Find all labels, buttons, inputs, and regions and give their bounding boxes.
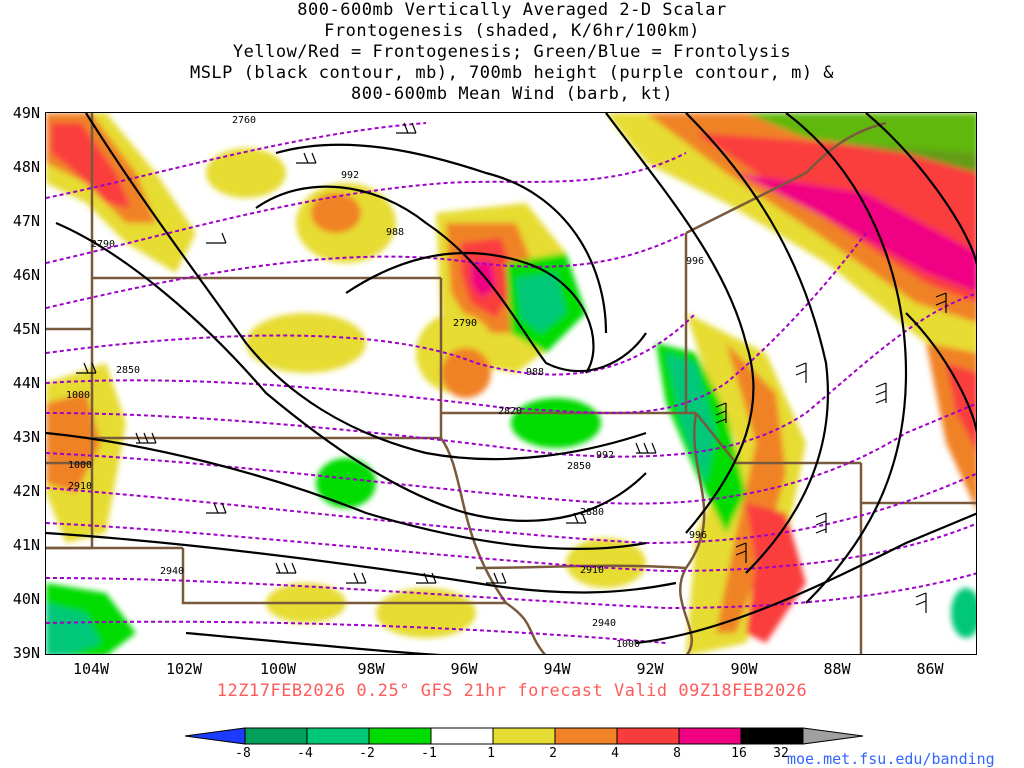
lon-label-100w: 100W [259,660,297,678]
mslp-contours [46,113,976,654]
mslp-label: 988 [526,367,544,378]
height-label: 2820 [498,406,522,417]
state-borders [46,113,976,654]
height-label: 2910 [580,565,604,576]
colorbar-label: -4 [297,746,313,761]
title-line-3: Yellow/Red = Frontogenesis; Green/Blue =… [232,42,792,62]
colorbar-swatch [554,727,618,745]
mslp-label: 1000 [66,390,90,401]
lat-label-40n: 40N [12,590,40,608]
colorbar-label: 8 [673,746,681,761]
height-label: 2910 [68,481,92,492]
height-label: 2940 [160,566,184,577]
title-line-4: MSLP (black contour, mb), 700mb height (… [189,63,835,83]
wind-barbs [76,122,947,613]
colorbar-swatch [244,727,308,745]
lat-label-48n: 48N [12,158,40,176]
height-label: 2790 [453,318,477,329]
colorbar-label: 16 [731,746,747,761]
lat-label-47n: 47N [12,212,40,230]
height-contours [46,122,976,644]
mslp-label: 1000 [68,460,92,471]
lon-label-88w: 88W [823,660,851,678]
colorbar-arrow-left [184,727,246,745]
colorbar-label: 32 [773,746,789,761]
credit-link[interactable]: moe.met.fsu.edu/banding [787,750,995,768]
height-label: 2880 [580,507,604,518]
colorbar-label: -8 [235,746,251,761]
title-line-2: Frontogenesis (shaded, K/6hr/100km) [324,21,700,41]
colorbar-swatch [678,727,742,745]
colorbar-swatch [492,727,556,745]
valid-time-line: 12Z17FEB2026 0.25° GFS 21hr forecast Val… [216,681,808,701]
lon-label-96w: 96W [450,660,478,678]
lon-label-104w: 104W [72,660,110,678]
height-label: 2850 [116,365,140,376]
lon-label-92w: 92W [636,660,664,678]
frontogenesis-shading [46,113,976,654]
colorbar-label: 4 [611,746,619,761]
title-line-5: 800-600mb Mean Wind (barb, kt) [350,84,674,104]
colorbar-label: -1 [421,746,437,761]
lat-label-43n: 43N [12,428,40,446]
colorbar-swatch [368,727,432,745]
colorbar [184,727,864,745]
height-label: 2940 [592,618,616,629]
height-label: 2760 [232,115,256,126]
mslp-label: 992 [341,170,359,181]
mslp-label: 996 [686,256,704,267]
colorbar-swatch [306,727,370,745]
map-canvas: 992 988 988 996 992 996 1000 1000 1000 2… [46,113,976,654]
colorbar-arrow-right [802,727,864,745]
lon-label-90w: 90W [730,660,758,678]
lat-label-45n: 45N [12,320,40,338]
colorbar-swatch [616,727,680,745]
lat-label-44n: 44N [12,374,40,392]
lon-label-94w: 94W [543,660,571,678]
map-panel: 992 988 988 996 992 996 1000 1000 1000 2… [45,112,977,655]
lat-label-46n: 46N [12,266,40,284]
mslp-label: 992 [596,450,614,461]
mslp-label: 988 [386,227,404,238]
colorbar-swatch [430,727,494,745]
lon-label-98w: 98W [357,660,385,678]
height-label: 2790 [91,239,115,250]
colorbar-label: 1 [487,746,495,761]
colorbar-label: -2 [359,746,375,761]
mslp-label: 996 [689,530,707,541]
mslp-label: 1000 [616,639,640,650]
lat-label-49n: 49N [12,104,40,122]
title-line-1: 800-600mb Vertically Averaged 2-D Scalar [297,0,727,20]
colorbar-swatch [740,727,804,745]
lat-label-39n: 39N [12,644,40,662]
contour-labels: 992 988 988 996 992 996 1000 1000 1000 2… [66,115,707,650]
lon-label-102w: 102W [165,660,203,678]
lat-label-42n: 42N [12,482,40,500]
lon-label-86w: 86W [916,660,944,678]
colorbar-label: 2 [549,746,557,761]
height-label: 2850 [567,461,591,472]
lat-label-41n: 41N [12,536,40,554]
